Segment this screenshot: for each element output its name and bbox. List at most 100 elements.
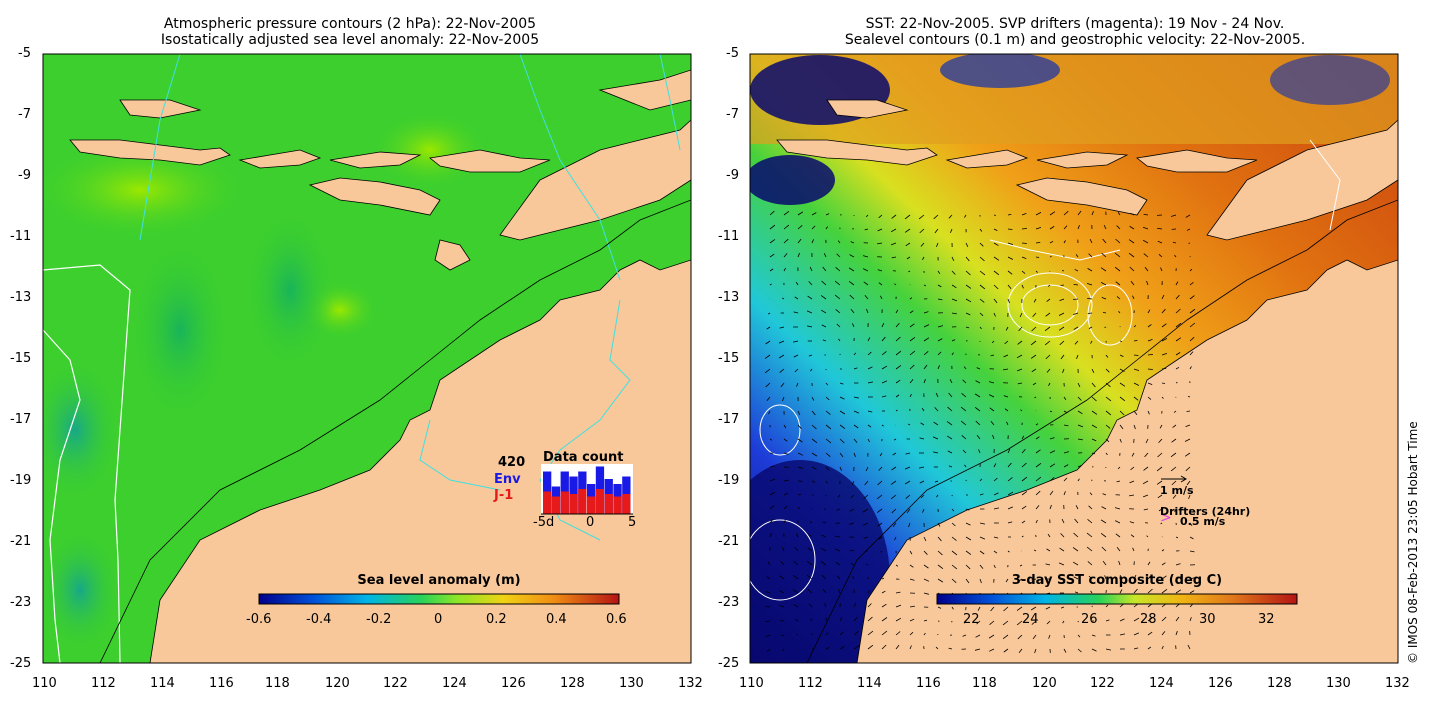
velocity-vector — [1032, 312, 1037, 318]
velocity-vector — [979, 256, 985, 262]
velocity-vector — [1171, 214, 1177, 217]
velocity-vector — [1086, 282, 1093, 286]
velocity-vector — [965, 522, 971, 526]
velocity-vector — [810, 618, 813, 622]
velocity-vector — [877, 228, 883, 232]
velocity-vector — [1088, 326, 1093, 329]
velocity-vector — [946, 421, 953, 426]
velocity-vector — [1161, 549, 1165, 552]
velocity-vector — [1063, 464, 1069, 468]
left-title: Atmospheric pressure contours (2 hPa): 2… — [60, 16, 640, 48]
velocity-vector — [1156, 480, 1163, 485]
velocity-vector — [895, 564, 899, 567]
velocity-vector — [990, 606, 995, 612]
velocity-vector — [1007, 256, 1014, 260]
velocity-vector — [1005, 578, 1009, 583]
velocity-vector — [783, 452, 789, 455]
velocity-vector — [852, 323, 855, 328]
velocity-vector — [1101, 506, 1107, 510]
velocity-vector — [1090, 590, 1093, 594]
velocity-vector — [862, 522, 869, 526]
velocity-vector — [1030, 606, 1037, 611]
velocity-vector — [918, 214, 925, 220]
velocity-vector — [769, 210, 775, 216]
velocity-vector — [825, 438, 832, 444]
velocity-vector — [1019, 312, 1023, 318]
right-x-tick: 120 — [1032, 676, 1057, 691]
velocity-vector — [1061, 518, 1065, 524]
velocity-vector — [1089, 492, 1093, 496]
velocity-vector — [867, 603, 872, 608]
velocity-vector — [1175, 294, 1180, 300]
velocity-vector — [1118, 560, 1121, 566]
data-count-xtick: 5 — [628, 515, 637, 530]
velocity-vector — [975, 420, 981, 426]
velocity-vector — [838, 338, 841, 342]
velocity-vector — [811, 424, 817, 430]
velocity-vector — [1128, 252, 1135, 258]
velocity-vector — [850, 562, 855, 566]
velocity-vector — [1003, 606, 1009, 612]
velocity-vector — [880, 550, 883, 553]
velocity-vector — [1146, 535, 1149, 538]
velocity-vector — [990, 354, 995, 357]
velocity-vector — [1018, 326, 1023, 332]
data-count-max: 420 — [498, 455, 526, 470]
velocity-vector — [1185, 466, 1191, 472]
velocity-vector — [1035, 476, 1042, 482]
velocity-vector — [1161, 338, 1168, 342]
velocity-vector — [797, 493, 802, 496]
velocity-vector — [821, 534, 827, 538]
velocity-vector — [1063, 210, 1069, 216]
velocity-vector — [1130, 534, 1135, 538]
velocity-vector — [1158, 508, 1163, 512]
velocity-vector — [1007, 270, 1013, 275]
velocity-vector — [979, 522, 986, 525]
velocity-vector — [853, 630, 859, 636]
velocity-vector — [864, 480, 869, 486]
velocity-vector — [977, 606, 981, 611]
velocity-vector — [825, 213, 830, 216]
velocity-vector — [767, 312, 771, 315]
velocity-vector — [909, 550, 913, 555]
right-map-frame — [749, 53, 1399, 664]
velocity-vector — [853, 424, 859, 429]
velocity-vector — [988, 381, 995, 384]
velocity-vector — [1035, 241, 1041, 244]
velocity-vector — [877, 269, 883, 272]
j1-count-bar — [543, 491, 552, 514]
right-x-tick: 118 — [972, 676, 997, 691]
velocity-vector — [797, 224, 803, 230]
velocity-vector — [895, 604, 902, 608]
velocity-vector — [808, 603, 813, 608]
velocity-vector — [1143, 253, 1149, 258]
velocity-vector — [1147, 631, 1153, 636]
velocity-vector — [895, 394, 900, 398]
velocity-vector — [783, 424, 787, 429]
velocity-vector — [1016, 354, 1023, 359]
velocity-vector — [1175, 337, 1182, 342]
velocity-vector — [1157, 240, 1163, 244]
velocity-vector — [782, 648, 785, 651]
velocity-vector — [905, 242, 911, 247]
velocity-vector — [1021, 449, 1026, 454]
velocity-vector — [965, 284, 972, 289]
velocity-vector — [867, 424, 872, 428]
velocity-vector — [849, 254, 855, 258]
left-x-tick: 122 — [383, 676, 408, 691]
velocity-vector — [989, 620, 995, 626]
velocity-vector — [1117, 212, 1121, 216]
velocity-vector — [878, 466, 883, 471]
velocity-vector — [1175, 563, 1181, 566]
velocity-vector — [1186, 480, 1191, 486]
velocity-vector — [1077, 465, 1082, 468]
velocity-vector — [891, 466, 897, 471]
velocity-vector — [979, 478, 983, 482]
velocity-vector — [807, 325, 813, 328]
velocity-vector — [937, 550, 943, 556]
velocity-vector — [1133, 632, 1140, 636]
velocity-vector — [1049, 211, 1056, 216]
j1-count-bar — [551, 496, 561, 514]
left-sla-low-1 — [130, 240, 230, 420]
